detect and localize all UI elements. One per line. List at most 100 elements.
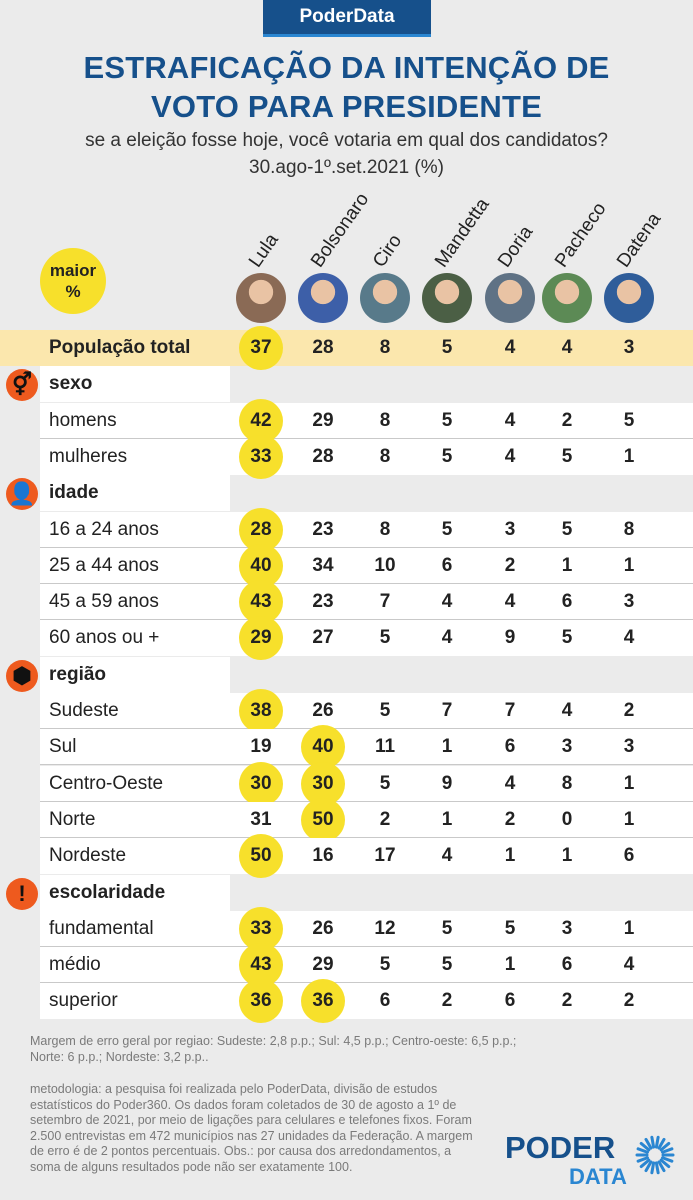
row-background <box>230 910 693 947</box>
value-cell: 5 <box>360 620 410 656</box>
value-cell: 5 <box>542 620 592 656</box>
logo-ray <box>657 1160 666 1173</box>
candidate-photo <box>604 273 654 323</box>
legend-bubble: maior % <box>40 248 106 314</box>
value-cell: 1 <box>542 548 592 584</box>
cell-value: 2 <box>504 554 516 576</box>
row-label: 60 anos ou + <box>49 627 160 649</box>
row-label: homens <box>49 409 117 431</box>
category-header: ⚥ sexo <box>0 366 693 403</box>
methodology-line: soma de alguns resultados pode não ser e… <box>30 1159 353 1174</box>
value-cell: 50 <box>298 797 348 842</box>
row-label: População total <box>49 337 191 358</box>
cell-value: 7 <box>379 591 391 613</box>
cell-value: 8 <box>379 409 391 431</box>
value-cell: 30 <box>298 761 348 806</box>
value-cell: 17 <box>360 838 410 874</box>
value-cell: 11 <box>360 729 410 765</box>
logo-ray <box>657 1137 666 1150</box>
cell-value: 2 <box>441 990 453 1012</box>
row-label: 16 a 24 anos <box>49 518 159 540</box>
cell-value: 5 <box>379 627 391 649</box>
cell-value: 26 <box>312 917 334 939</box>
column-header: Bolsonaro <box>306 189 374 272</box>
table-row: 45 a 59 anos 43 23 7 4 4 6 3 <box>0 580 693 625</box>
value-cell: 4 <box>485 330 535 366</box>
value-cell: 2 <box>604 693 654 729</box>
value-cell: 4 <box>604 620 654 656</box>
logo-ray <box>659 1141 671 1152</box>
value-cell: 6 <box>485 983 535 1019</box>
value-cell: 3 <box>604 729 654 765</box>
value-cell: 29 <box>298 947 348 983</box>
cell-value: 9 <box>441 772 453 794</box>
value-cell: 28 <box>236 507 286 552</box>
column-header: Lula <box>244 229 283 272</box>
cell-value: 5 <box>441 445 453 467</box>
row-label: Norte <box>49 808 96 830</box>
cell-value: 6 <box>504 736 516 758</box>
cell-value: 5 <box>561 627 573 649</box>
column-header: Pacheco <box>550 198 611 272</box>
cell-value: 4 <box>504 591 516 613</box>
cell-value: 6 <box>623 845 635 867</box>
cell-value: 8 <box>561 772 573 794</box>
highest-value-highlight <box>239 434 283 479</box>
highest-value-highlight <box>239 761 283 806</box>
value-cell: 5 <box>360 766 410 802</box>
value-cell: 1 <box>422 729 472 765</box>
cell-value: 12 <box>374 917 396 939</box>
logo-ray <box>636 1156 649 1163</box>
value-cell: 8 <box>604 512 654 548</box>
cell-value: 19 <box>250 736 272 758</box>
row-background <box>40 765 230 802</box>
cell-value: 34 <box>312 554 334 576</box>
value-cell: 26 <box>298 693 348 729</box>
highest-value-highlight <box>239 326 283 370</box>
value-cell: 1 <box>485 947 535 983</box>
row-background <box>230 402 693 439</box>
table-row: Sudeste 38 26 5 7 7 4 2 <box>0 689 693 733</box>
row-background <box>40 910 230 947</box>
value-cell: 16 <box>298 838 348 874</box>
cell-value: 10 <box>374 554 396 576</box>
value-cell: 3 <box>604 584 654 620</box>
methodology-line: 2.500 entrevistas em 472 municípios nas … <box>30 1128 473 1143</box>
row-label: Nordeste <box>49 845 127 867</box>
value-cell: 37 <box>236 326 286 370</box>
cell-value: 50 <box>312 808 334 830</box>
value-cell: 4 <box>422 838 472 874</box>
value-cell: 6 <box>485 729 535 765</box>
value-cell: 43 <box>236 943 286 988</box>
value-cell: 6 <box>360 983 410 1019</box>
category-background <box>40 475 230 512</box>
row-background <box>40 983 230 1020</box>
brand-underline <box>263 34 431 37</box>
cell-value: 1 <box>623 772 635 794</box>
legend-label: maior <box>49 261 97 280</box>
row-background <box>40 620 230 657</box>
cell-value: 8 <box>379 337 391 358</box>
row-background <box>40 547 230 584</box>
table-row: 25 a 44 anos 40 34 10 6 2 1 1 <box>0 543 693 588</box>
value-cell: 2 <box>542 983 592 1019</box>
value-cell: 5 <box>422 330 472 366</box>
table-row: 16 a 24 anos 28 23 8 5 3 5 8 <box>0 507 693 552</box>
highest-value-highlight <box>239 689 283 733</box>
cell-value: 5 <box>441 518 453 540</box>
cell-value: 3 <box>561 917 573 939</box>
cell-value: 5 <box>561 518 573 540</box>
value-cell: 40 <box>298 725 348 770</box>
category-header: ⬢ região <box>0 656 693 693</box>
value-cell: 4 <box>542 693 592 729</box>
value-cell: 5 <box>422 947 472 983</box>
cell-value: 5 <box>441 337 453 358</box>
value-cell: 33 <box>236 906 286 951</box>
cell-value: 6 <box>441 554 453 576</box>
margin-note-line2: Norte: 6 p.p.; Nordeste: 3,2 p.p.. <box>30 1050 209 1064</box>
value-cell: 1 <box>604 911 654 947</box>
value-cell: 38 <box>236 689 286 733</box>
chart-subtitle: se a eleição fosse hoje, você votaria em… <box>85 130 608 151</box>
value-cell: 5 <box>360 947 410 983</box>
value-cell: 5 <box>360 693 410 729</box>
